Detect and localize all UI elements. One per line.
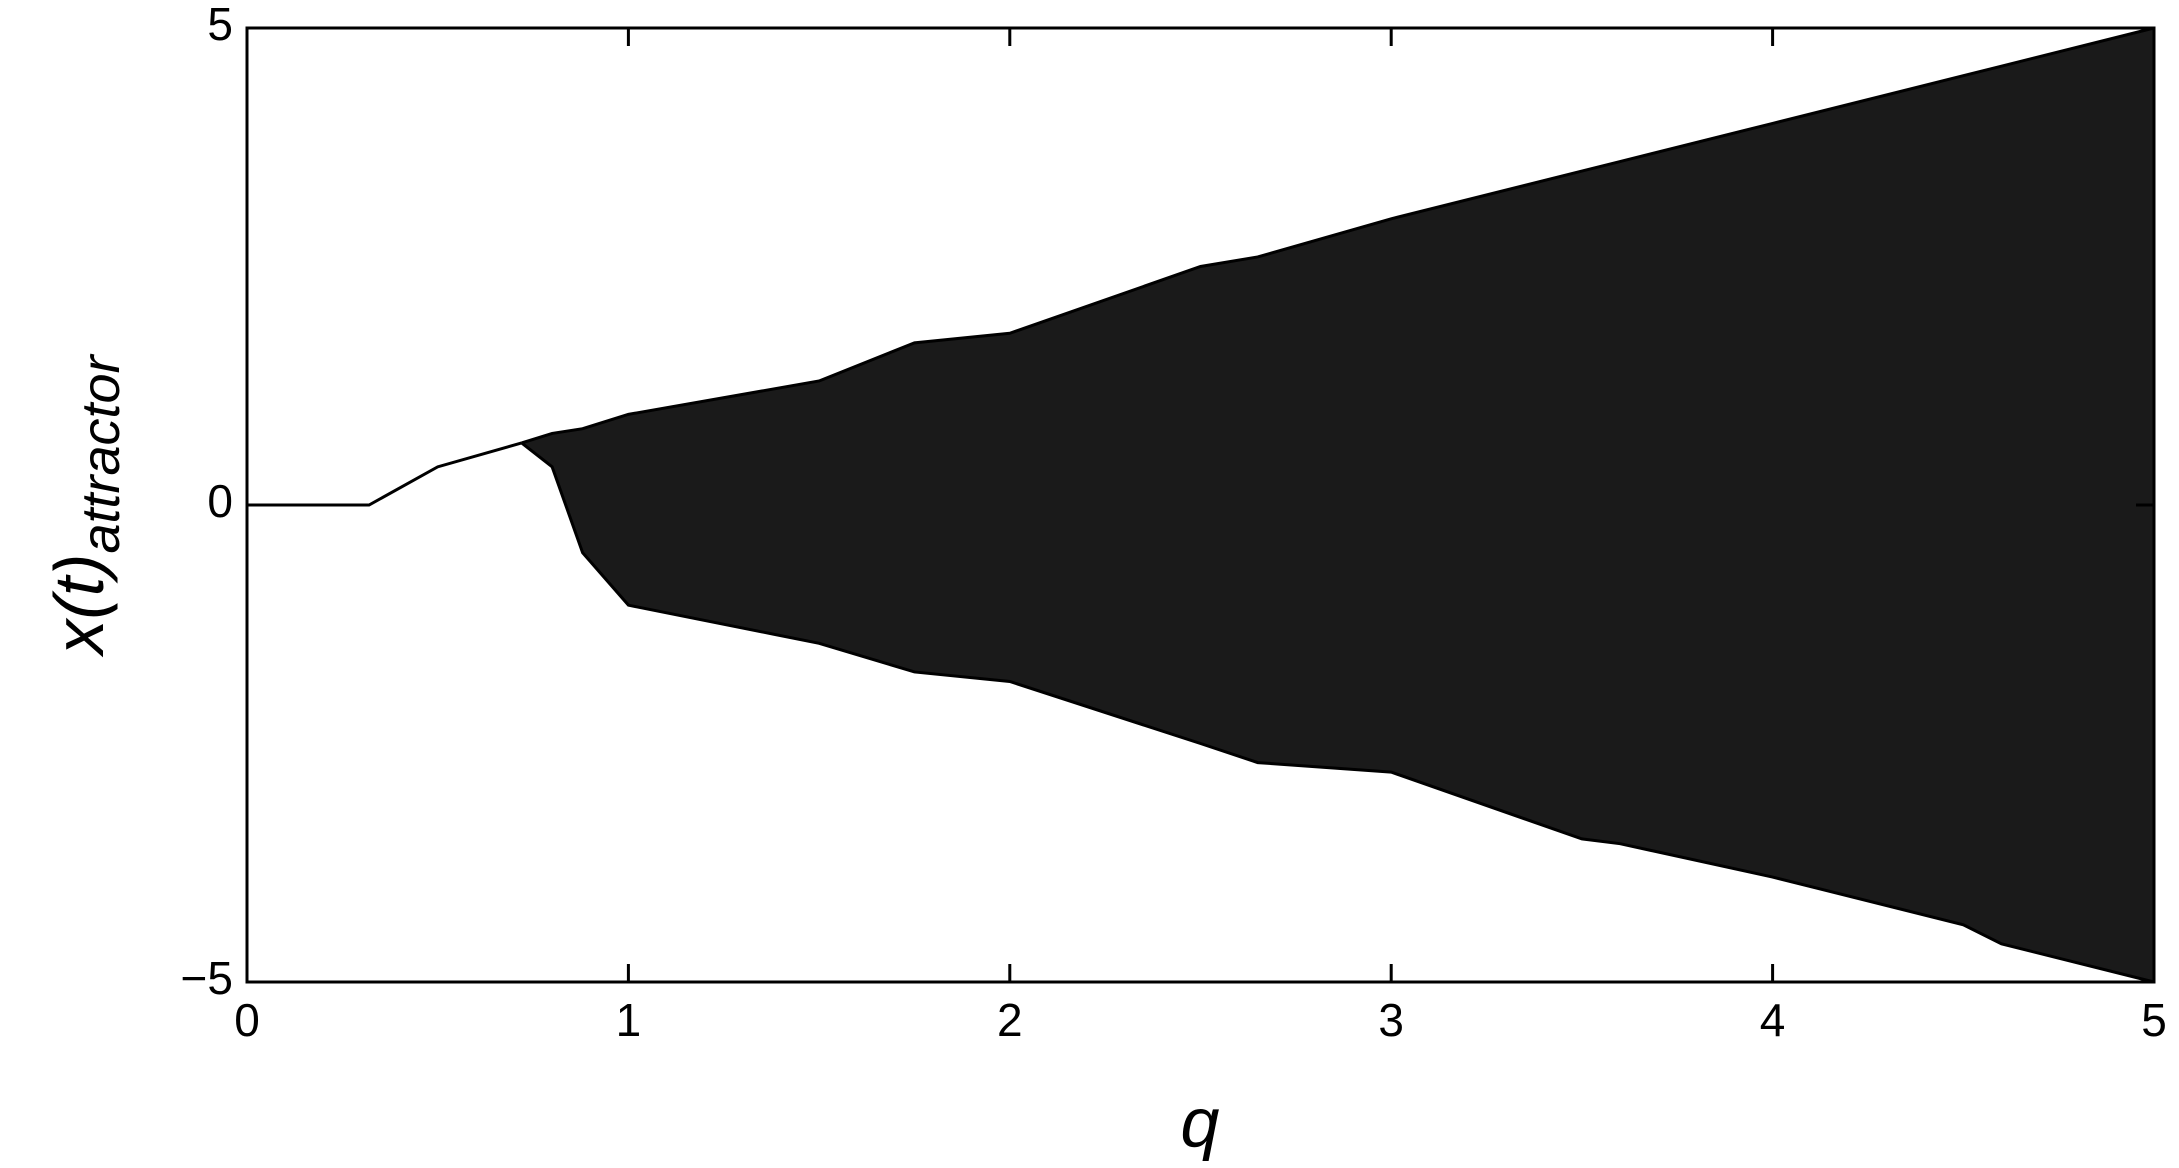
y-axis-label-subscript: attractor	[71, 353, 131, 553]
x-tick-label: 2	[997, 994, 1023, 1046]
x-axis-label: q	[1181, 1083, 1220, 1161]
series-line	[521, 26, 2155, 445]
y-axis-label-main: x(t)	[40, 554, 118, 658]
y-tick-label: 0	[207, 475, 233, 527]
y-axis-label: x(t)attractor	[40, 353, 131, 657]
x-tick-label: 0	[234, 994, 260, 1046]
x-tick-label: 5	[2141, 994, 2167, 1046]
y-tick-label: −5	[181, 952, 233, 1004]
attractor-band	[521, 28, 2155, 982]
series-line	[520, 441, 2155, 984]
x-tick-label: 4	[1760, 994, 1786, 1046]
x-tick-label: 3	[1378, 994, 1404, 1046]
y-tick-label: 5	[207, 0, 233, 50]
x-tick-label: 1	[616, 994, 642, 1046]
series-line	[247, 441, 523, 507]
